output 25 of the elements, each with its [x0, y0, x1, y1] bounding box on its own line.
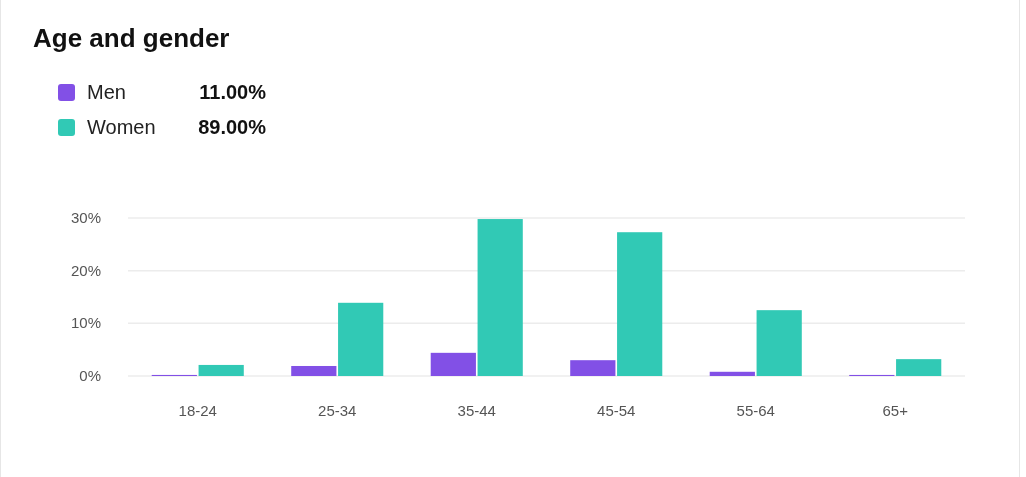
bar	[430, 352, 476, 376]
y-tick-label: 30%	[70, 209, 101, 226]
bar	[477, 219, 523, 376]
legend-label: Women	[87, 116, 156, 138]
y-tick-label: 10%	[70, 314, 101, 332]
legend-label: Men	[87, 81, 126, 103]
text: 89.00%	[198, 116, 267, 138]
x-tick-label: 65+	[882, 402, 909, 419]
x-tick-label: 55-64	[736, 402, 775, 419]
x-tick-label: 25-34	[318, 402, 357, 419]
bar	[338, 302, 384, 376]
bar	[896, 359, 942, 376]
bar	[709, 371, 755, 376]
y-tick-label: 0%	[79, 367, 101, 384]
x-tick-label: 18-24	[178, 402, 217, 419]
bar	[198, 364, 244, 376]
x-tick-label: 35-44	[457, 402, 496, 419]
bar	[756, 310, 802, 376]
bar	[617, 232, 663, 376]
x-tick-label: 45-54	[597, 402, 636, 419]
y-tick-label: 20%	[70, 261, 101, 279]
bar	[570, 360, 616, 376]
text: 11.00%	[199, 81, 267, 103]
bar	[291, 365, 337, 376]
chart-title: Age and gender	[33, 23, 230, 53]
